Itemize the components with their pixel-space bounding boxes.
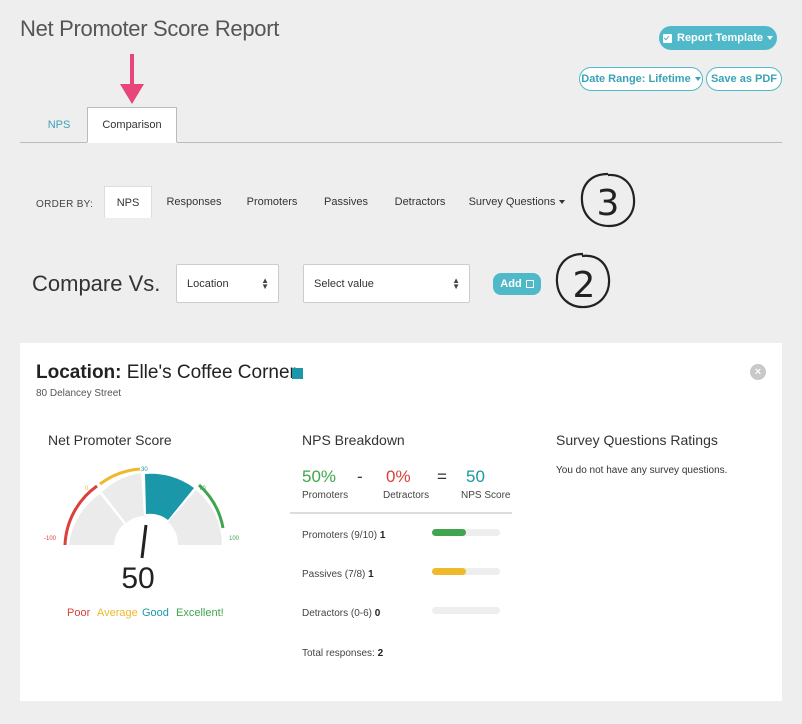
report-template-label: Report Template [677,32,763,44]
compare-dimension-select[interactable]: Location ▲ ▼ [176,264,279,303]
detractors-row-label: Detractors (0-6) [302,608,373,619]
gauge-sector-poor [69,494,124,545]
detractors-bar [432,607,500,614]
annotation-circle-icon: 3 [580,172,636,228]
legend-average: Average [97,607,138,619]
gauge-sector-excellent [168,490,222,545]
select-arrows-icon: ▲ ▼ [452,276,460,291]
location-card [20,343,782,701]
nps-score-label: NPS Score [461,490,511,501]
gauge-tick: 0 [85,486,89,492]
equals-sign: = [437,467,447,486]
total-responses-label: Total responses: [302,648,375,659]
gauge-tick: 70 [199,486,206,492]
save-as-pdf-label: Save as PDF [710,73,778,85]
promoters-row-count: 1 [379,530,386,541]
promoters-percent: 50% [302,467,337,486]
page-title: Net Promoter Score Report [20,16,280,41]
promoters-row-label: Promoters (9/10) [302,530,378,541]
close-icon[interactable]: × [750,364,766,380]
passives-bar-fill [432,568,466,575]
save-as-pdf-button[interactable]: Save as PDF [706,67,782,91]
tab-divider [20,142,782,143]
annotation-circle-icon: 2 [555,252,611,309]
compare-value-placeholder: Select value [314,277,374,290]
promoters-row: Promoters (9/10) 1 [302,530,385,541]
location-color-swatch [292,368,303,379]
gauge-arc-poor [63,484,98,546]
detractors-row: Detractors (0-6) 0 [302,608,380,619]
promoters-label: Promoters [302,490,349,501]
detractors-percent: 0% [386,467,411,486]
date-range-label: Date Range: Lifetime [581,73,691,85]
add-button[interactable]: Add [493,273,541,295]
passives-row-label: Passives (7/8) [302,569,366,580]
annotation-step-2: 2 [573,265,596,306]
order-detractors[interactable]: Detractors [394,196,446,208]
passives-bar [432,568,500,575]
compare-value-select[interactable]: Select value ▲ ▼ [303,264,470,303]
order-responses[interactable]: Responses [166,196,222,208]
select-arrows-icon: ▲ ▼ [261,276,269,291]
gauge-arc-average [99,467,141,486]
detractors-label: Detractors [383,490,430,501]
breakdown-divider [290,512,512,514]
card-title: Location: Elle's Coffee Corner [36,362,296,384]
nps-score-value: 50 [121,562,155,595]
add-label: Add [500,278,522,290]
report-template-button[interactable]: Report Template [659,26,777,50]
gauge-arc-excellent [197,483,225,529]
gauge-needle [140,524,148,559]
order-passives[interactable]: Passives [323,196,369,208]
legend-poor: Poor [67,607,91,619]
promoters-bar-fill [432,529,466,536]
total-responses: Total responses: 2 [302,648,383,659]
total-responses-value: 2 [377,648,384,659]
annotation-step-3: 3 [597,183,620,224]
minus-sign: - [357,467,363,486]
compare-vs-label: Compare Vs. [32,271,161,296]
chevron-down-icon [694,77,701,81]
survey-ratings-title: Survey Questions Ratings [556,432,718,448]
order-promoters[interactable]: Promoters [246,196,298,208]
order-survey-questions[interactable]: Survey Questions [466,186,568,218]
template-icon [663,33,672,43]
nps-section-title: Net Promoter Score [48,432,172,448]
nps-gauge: -100 0 30 70 100 [44,467,240,559]
chevron-down-icon [766,36,773,40]
gauge-tick: -100 [44,536,57,542]
order-by-label: ORDER BY: [36,199,94,210]
passives-row-count: 1 [368,569,374,580]
gauge-tick: 30 [141,467,148,473]
legend-good: Good [142,607,169,619]
passives-row: Passives (7/8) 1 [302,569,374,580]
tab-nps[interactable]: NPS [47,119,71,131]
gauge-sector-good [145,473,194,520]
card-title-name: Elle's Coffee Corner [126,362,296,383]
chevron-down-icon [559,200,566,204]
detractors-row-count: 0 [374,608,381,619]
date-range-button[interactable]: Date Range: Lifetime [579,67,703,91]
survey-empty-text: You do not have any survey questions. [556,465,728,476]
gauge-sector-average [102,473,144,523]
nps-score-number: 50 [466,467,485,486]
promoters-bar [432,529,500,536]
gauge-tick: 100 [229,536,240,542]
tab-comparison[interactable]: Comparison [87,107,177,143]
breakdown-title: NPS Breakdown [302,432,405,448]
card-title-prefix: Location: [36,362,122,383]
legend-excellent: Excellent! [176,607,224,619]
compare-dimension-value: Location [187,277,229,290]
order-survey-questions-label: Survey Questions [468,196,556,208]
order-nps[interactable]: NPS [104,186,152,218]
add-copy-icon [525,280,534,288]
annotation-arrow-icon [120,54,144,104]
location-address: 80 Delancey Street [36,388,122,399]
